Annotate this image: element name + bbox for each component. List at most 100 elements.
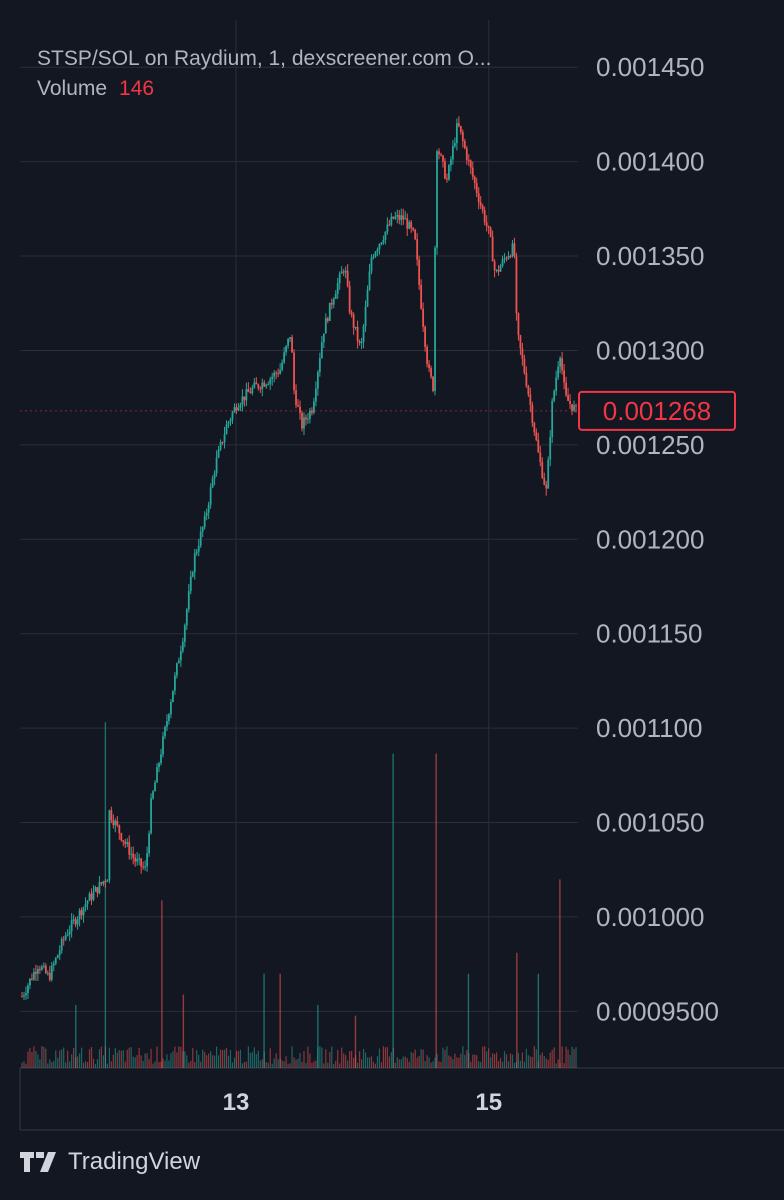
candle-body <box>36 968 39 974</box>
volume-bar <box>82 1062 85 1068</box>
candle-body <box>311 410 313 413</box>
candle-body <box>201 527 204 532</box>
candle-body <box>219 442 222 450</box>
candle-body <box>446 178 448 180</box>
candle-body <box>543 477 546 485</box>
candle-body <box>265 384 268 387</box>
volume-legend: Volume 146 <box>37 74 491 104</box>
volume-bar <box>335 1060 337 1068</box>
candle-body <box>255 382 258 385</box>
candle-body <box>128 842 131 855</box>
volume-bar <box>277 1059 279 1068</box>
candle-body <box>245 389 248 401</box>
volume-bar <box>281 1060 283 1068</box>
candle-body <box>42 965 45 967</box>
candle-body <box>539 452 542 462</box>
candle-body <box>398 214 401 220</box>
candle-body <box>428 364 430 369</box>
x-tick-label: 15 <box>475 1089 502 1116</box>
candle-body <box>229 419 232 422</box>
volume-bar <box>247 1046 249 1068</box>
volume-bar <box>214 1055 216 1068</box>
volume-bar <box>184 1051 186 1068</box>
volume-bar <box>341 1047 343 1068</box>
candle-body <box>142 866 145 868</box>
volume-bar <box>480 1061 482 1068</box>
candle-body <box>412 227 415 230</box>
candle-body <box>477 193 480 203</box>
volume-bar <box>400 1059 402 1068</box>
volume-bar <box>166 1054 168 1068</box>
volume-bar <box>416 1057 418 1068</box>
candle-body <box>100 882 103 884</box>
candle-body <box>114 820 117 826</box>
volume-bar <box>78 1053 81 1068</box>
candle-body <box>297 404 299 407</box>
candle-body <box>50 965 53 980</box>
volume-bar <box>120 1050 122 1068</box>
volume-bar <box>100 1046 103 1068</box>
candle-body <box>434 247 436 391</box>
candle-body <box>106 880 109 882</box>
candle-body <box>211 478 214 488</box>
candle-body <box>358 341 361 343</box>
candle-body <box>235 407 238 411</box>
candle-body <box>495 269 498 271</box>
volume-bar <box>553 1047 555 1068</box>
price-axis[interactable]: 0.001450 0.001400 0.001350 0.001300 0.001250… <box>596 52 719 1026</box>
candle-body <box>104 881 107 883</box>
volume-bar <box>450 1056 452 1068</box>
last-price-label: 0.001268 <box>603 396 711 426</box>
candle-body <box>305 417 307 420</box>
volume-bar <box>45 1048 47 1068</box>
candle-body <box>557 366 560 378</box>
volume-bar <box>311 1062 313 1068</box>
volume-bar <box>233 1057 236 1068</box>
volume-bar <box>208 1053 210 1068</box>
volume-bar <box>301 1061 303 1068</box>
candle-body <box>291 337 293 353</box>
candle-body <box>487 225 490 228</box>
volume-bar <box>315 1060 317 1068</box>
volume-bar <box>555 1063 557 1068</box>
candle-body <box>416 239 419 260</box>
candle-body <box>511 243 514 257</box>
volume-bar <box>353 1057 355 1068</box>
volume-bar <box>257 1050 259 1068</box>
candle-body <box>414 229 417 240</box>
volume-bar <box>490 1057 492 1068</box>
candle-body <box>86 900 89 904</box>
candle-body <box>559 358 562 367</box>
candle-body <box>410 222 413 228</box>
volume-bar <box>144 1053 146 1068</box>
volume-bar <box>190 1060 192 1068</box>
candle-body <box>314 388 317 402</box>
volume-bar <box>517 1053 520 1068</box>
y-tick-label: 0.001350 <box>596 241 704 271</box>
candle-body <box>207 504 210 513</box>
y-tick-label: 0.001150 <box>596 619 703 649</box>
volume-bar <box>241 1063 244 1068</box>
volume-bar <box>293 1057 295 1068</box>
volume-bar <box>299 1053 301 1068</box>
volume-bar <box>567 1049 569 1068</box>
y-tick-label: 0.001450 <box>596 52 704 82</box>
candle-body <box>84 903 87 908</box>
volume-bar <box>466 1050 468 1068</box>
candle-body <box>257 384 260 389</box>
tradingview-brand[interactable]: TradingView <box>20 1148 200 1176</box>
candle-body <box>102 881 105 884</box>
candle-body <box>453 143 456 147</box>
volume-bar <box>382 1046 384 1068</box>
time-axis[interactable]: 13 15 <box>223 1089 502 1116</box>
y-tick-label: 0.001100 <box>596 713 703 743</box>
volume-bar <box>116 1052 118 1068</box>
candle-body <box>334 293 337 299</box>
y-tick-label: 0.001000 <box>596 902 704 932</box>
volume-bar <box>267 1062 269 1068</box>
volume-bar <box>426 1055 428 1068</box>
candle-body <box>450 159 452 166</box>
volume-bar <box>216 1046 218 1068</box>
candle-body <box>378 244 381 250</box>
